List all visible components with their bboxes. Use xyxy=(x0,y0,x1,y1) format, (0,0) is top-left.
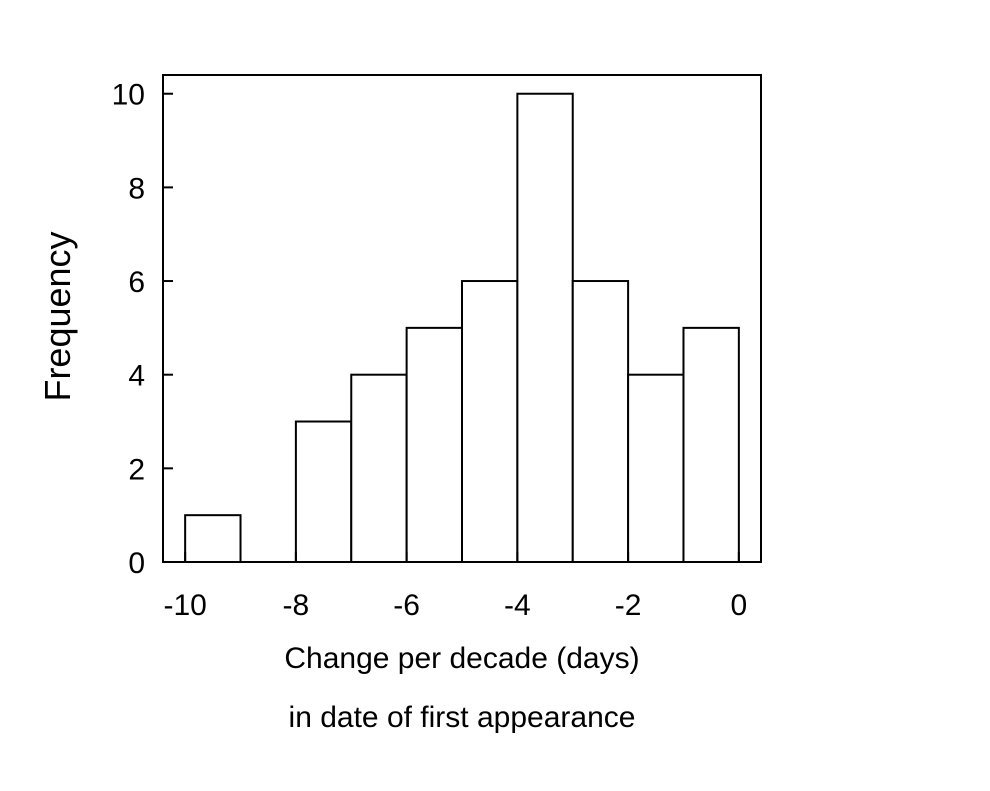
y-tick-label: 10 xyxy=(112,79,145,112)
x-tick-label: -10 xyxy=(163,589,206,622)
x-tick-label: -6 xyxy=(393,589,420,622)
y-tick-label: 8 xyxy=(128,172,145,205)
histogram-bar xyxy=(627,373,685,564)
bars-group xyxy=(184,92,740,564)
x-axis-title-line2: in date of first appearance xyxy=(289,701,636,734)
histogram-bar xyxy=(294,420,353,563)
x-tick-label: 0 xyxy=(731,589,748,622)
histogram-bar xyxy=(184,514,242,564)
y-tick-label: 2 xyxy=(128,453,145,486)
x-axis: -10 -8 -6 -4 -2 0 xyxy=(163,552,747,622)
plot-frame xyxy=(162,74,762,563)
histogram-bar xyxy=(461,280,519,563)
x-tick-label: -2 xyxy=(615,589,642,622)
y-tick-label: 6 xyxy=(128,266,145,299)
histogram-bar xyxy=(682,326,740,563)
y-axis-title: Frequency xyxy=(37,231,78,401)
y-axis: 0 2 4 6 8 10 xyxy=(112,79,173,580)
histogram-bar xyxy=(571,280,630,563)
histogram-bar xyxy=(516,92,574,563)
y-tick-label: 4 xyxy=(128,360,145,393)
x-axis-title: Change per decade (days) xyxy=(284,642,639,675)
y-tick-label: 0 xyxy=(128,547,145,580)
histogram-bar xyxy=(350,373,408,564)
x-tick-label: -8 xyxy=(283,589,310,622)
x-tick-label: -4 xyxy=(504,589,531,622)
histogram-bar xyxy=(405,326,464,563)
